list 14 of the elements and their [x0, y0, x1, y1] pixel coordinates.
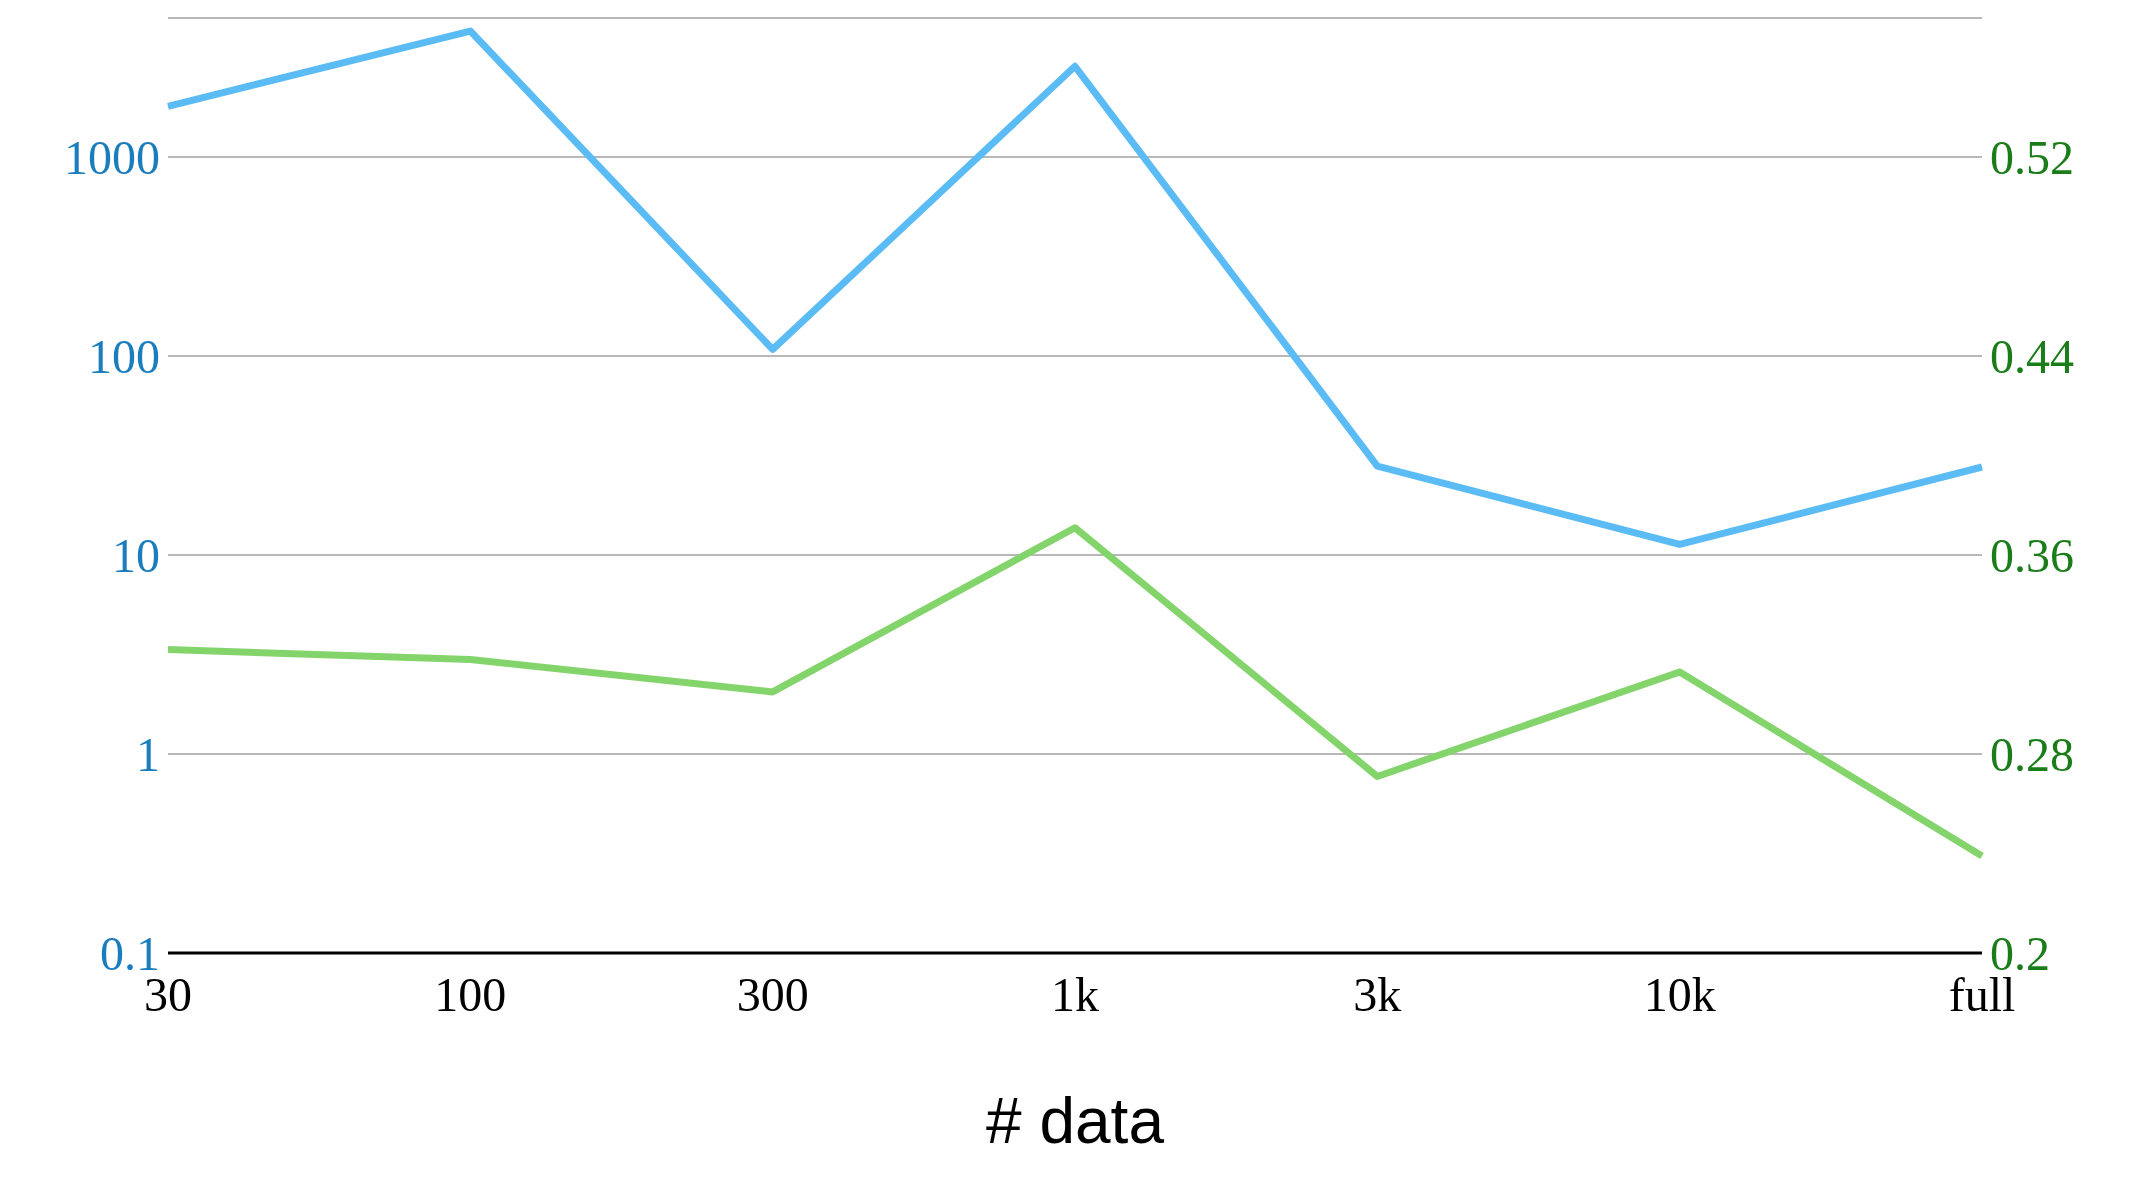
x-tick-label: 1k	[1051, 968, 1099, 1022]
y-tick-label: 1	[136, 728, 160, 782]
y-tick-label: 1000	[64, 131, 160, 185]
y2-tick-label: 0.52	[1990, 131, 2074, 185]
y-tick-label: 10	[112, 529, 160, 583]
y2-tick-label: 0.44	[1990, 330, 2074, 384]
x-tick-label: 3k	[1353, 968, 1402, 1022]
y2-tick-label: 0.36	[1990, 529, 2074, 583]
x-tick-label: 100	[434, 968, 507, 1022]
x-tick-label: 10k	[1643, 968, 1716, 1022]
y2-tick-label: 0.28	[1990, 728, 2074, 782]
x-axis-title: # data	[986, 1085, 1165, 1157]
y-tick-label: 100	[88, 330, 160, 384]
x-tick-label: 300	[736, 968, 809, 1022]
